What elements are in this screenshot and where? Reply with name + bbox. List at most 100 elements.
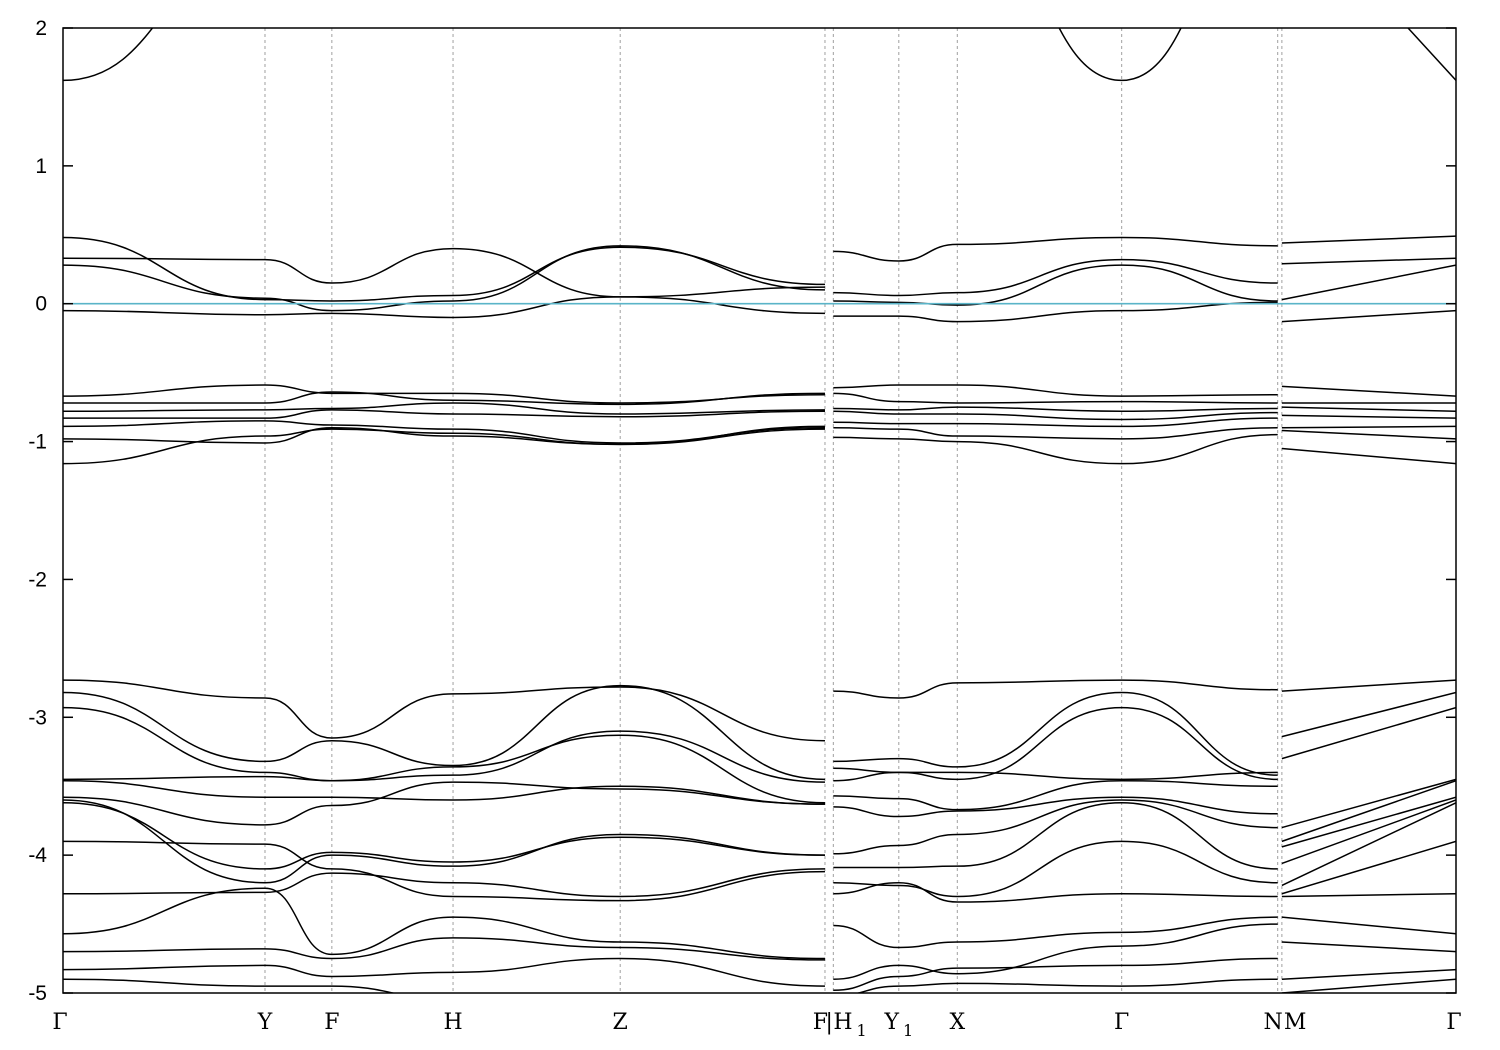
kpoint-subscript: 1 bbox=[903, 1021, 913, 1040]
band-line bbox=[63, 679, 825, 742]
kpoint-label: Y bbox=[257, 1010, 273, 1035]
band-line bbox=[833, 410, 1278, 421]
band-line bbox=[63, 887, 825, 960]
vertical-grid bbox=[264, 28, 1283, 993]
band-line bbox=[833, 301, 1278, 323]
band-line bbox=[63, 840, 825, 902]
band-line bbox=[1281, 840, 1456, 895]
band-line bbox=[1281, 779, 1456, 843]
band-line bbox=[63, 957, 825, 987]
kpoint-subscript: 1 bbox=[857, 1021, 867, 1040]
y-tick-label: 1 bbox=[35, 155, 47, 178]
band-line bbox=[63, 245, 825, 312]
band-line bbox=[63, 781, 825, 826]
band-line bbox=[1281, 425, 1456, 429]
band-line bbox=[1281, 968, 1456, 980]
band-line bbox=[833, 258, 1278, 297]
band-line bbox=[1281, 447, 1456, 465]
kpoint-label: F bbox=[324, 1010, 339, 1035]
kpoint-label: F bbox=[813, 1010, 828, 1035]
x-axis-kpoint-labels: Γ Y F H Z F| H 1 Y 1 X Γ N M Γ bbox=[52, 1010, 1461, 1040]
band-line bbox=[1281, 429, 1456, 440]
band-line bbox=[63, 28, 154, 82]
band-line bbox=[1281, 978, 1456, 993]
band-line bbox=[1281, 799, 1456, 865]
band-line bbox=[1281, 264, 1456, 301]
band-line bbox=[833, 916, 1278, 949]
band-line bbox=[63, 978, 396, 993]
band-line bbox=[1281, 916, 1456, 935]
band-line bbox=[63, 391, 825, 406]
band-line bbox=[63, 236, 825, 302]
y-tick-label: -5 bbox=[28, 982, 47, 1005]
y-tick-label: -2 bbox=[28, 568, 47, 591]
band-line bbox=[1281, 691, 1456, 738]
band-line bbox=[63, 384, 825, 404]
band-line bbox=[63, 428, 825, 465]
band-line bbox=[63, 868, 825, 898]
band-line bbox=[833, 406, 1278, 412]
band-line bbox=[63, 706, 825, 783]
band-line bbox=[833, 802, 1278, 870]
band-lines bbox=[63, 28, 1456, 993]
band-line bbox=[63, 937, 825, 961]
band-line bbox=[63, 420, 825, 444]
band-line bbox=[1281, 778, 1456, 829]
band-line bbox=[833, 923, 1278, 980]
band-line bbox=[833, 236, 1278, 262]
kpoint-label: N bbox=[1263, 1010, 1282, 1035]
band-line bbox=[854, 978, 1278, 993]
band-line bbox=[63, 779, 825, 805]
band-line bbox=[63, 296, 825, 319]
band-line bbox=[833, 779, 1278, 811]
kpoint-label: Γ bbox=[1114, 1010, 1129, 1035]
band-line bbox=[833, 264, 1278, 306]
band-line bbox=[63, 734, 825, 804]
band-line bbox=[833, 840, 1278, 898]
band-line bbox=[1281, 941, 1456, 953]
plot-frame bbox=[62, 27, 1457, 994]
band-line bbox=[833, 881, 1278, 903]
band-line bbox=[1281, 802, 1456, 887]
y-axis-ticks: 2 1 0 -1 -2 -3 -4 -5 bbox=[28, 17, 1456, 1005]
band-line bbox=[1407, 28, 1456, 81]
band-line bbox=[63, 802, 825, 870]
y-tick-label: 2 bbox=[35, 17, 47, 40]
band-line bbox=[1281, 892, 1456, 898]
band-line bbox=[833, 679, 1278, 699]
band-line bbox=[63, 247, 825, 298]
band-line bbox=[833, 427, 1278, 440]
band-line bbox=[833, 771, 1278, 782]
band-line bbox=[1281, 235, 1456, 244]
band-line bbox=[833, 957, 1278, 991]
y-tick-label: -1 bbox=[28, 431, 47, 454]
band-line bbox=[1281, 406, 1456, 412]
band-line bbox=[833, 799, 1278, 855]
band-line bbox=[833, 796, 1278, 818]
band-line bbox=[63, 799, 825, 884]
band-line bbox=[1281, 385, 1456, 397]
band-line bbox=[833, 691, 1278, 776]
band-line bbox=[1281, 257, 1456, 265]
band-line bbox=[1058, 28, 1182, 82]
band-line bbox=[833, 433, 1278, 465]
band-line bbox=[1281, 679, 1456, 692]
kpoint-label: Γ bbox=[1446, 1010, 1461, 1035]
band-line bbox=[63, 402, 825, 415]
kpoint-label: M bbox=[1284, 1010, 1307, 1035]
y-tick-label: 0 bbox=[35, 293, 47, 316]
kpoint-label: Z bbox=[613, 1010, 628, 1035]
band-line bbox=[1281, 414, 1456, 419]
band-line bbox=[63, 409, 825, 419]
band-line bbox=[63, 684, 825, 781]
band-line bbox=[1281, 309, 1456, 323]
y-tick-label: -4 bbox=[28, 844, 47, 867]
y-tick-label: -3 bbox=[28, 706, 47, 729]
band-line bbox=[1281, 796, 1456, 848]
band-line bbox=[833, 392, 1278, 404]
band-line bbox=[833, 417, 1278, 428]
band-line bbox=[833, 384, 1278, 397]
